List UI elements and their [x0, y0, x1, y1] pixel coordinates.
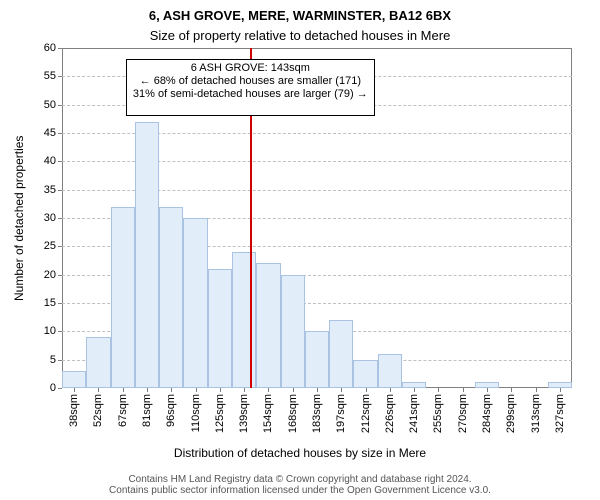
chart-subtitle: Size of property relative to detached ho… — [0, 28, 600, 43]
x-tick-label: 154sqm — [262, 394, 274, 433]
x-axis-label: Distribution of detached houses by size … — [0, 446, 600, 460]
chart-footer: Contains HM Land Registry data © Crown c… — [0, 474, 600, 496]
x-tick-label: 255sqm — [432, 394, 444, 433]
y-tick-label: 45 — [44, 127, 56, 139]
x-tick-label: 313sqm — [530, 394, 542, 433]
x-tick-label: 284sqm — [481, 394, 493, 433]
y-tick-label: 5 — [50, 354, 56, 366]
histogram-bar — [305, 331, 329, 388]
footer-line1: Contains HM Land Registry data © Crown c… — [0, 474, 600, 485]
y-tick-label: 25 — [44, 240, 56, 252]
x-tick-label: 168sqm — [287, 394, 299, 433]
x-tick-label: 52sqm — [92, 394, 104, 427]
x-tick-label: 241sqm — [408, 394, 420, 433]
histogram-bar — [111, 207, 135, 388]
x-tick-label: 96sqm — [165, 394, 177, 427]
histogram-bar — [183, 218, 207, 388]
y-tick-label: 10 — [44, 325, 56, 337]
histogram-bar — [256, 263, 280, 388]
annotation-line: ← 68% of detached houses are smaller (17… — [133, 75, 368, 88]
histogram-bar — [378, 354, 402, 388]
histogram-bar — [329, 320, 353, 388]
x-tick-label: 38sqm — [68, 394, 80, 427]
y-tick-label: 15 — [44, 297, 56, 309]
y-tick-label: 40 — [44, 155, 56, 167]
x-tick-label: 327sqm — [554, 394, 566, 433]
annotation-line: 31% of semi-detached houses are larger (… — [133, 88, 368, 101]
histogram-bar — [208, 269, 232, 388]
y-tick-label: 35 — [44, 184, 56, 196]
x-tick-label: 197sqm — [335, 394, 347, 433]
x-tick-label: 125sqm — [214, 394, 226, 433]
x-tick-label: 226sqm — [384, 394, 396, 433]
histogram-bar — [353, 360, 377, 388]
chart-plot-area: 05101520253035404550556038sqm52sqm67sqm8… — [62, 48, 572, 388]
y-tick-label: 55 — [44, 70, 56, 82]
x-tick-label: 270sqm — [457, 394, 469, 433]
histogram-bar — [135, 122, 159, 388]
y-tick-label: 0 — [50, 382, 56, 394]
histogram-bar — [86, 337, 110, 388]
annotation-box: 6 ASH GROVE: 143sqm← 68% of detached hou… — [126, 59, 375, 116]
x-tick-label: 183sqm — [311, 394, 323, 433]
chart-address-title: 6, ASH GROVE, MERE, WARMINSTER, BA12 6BX — [0, 8, 600, 23]
y-axis-label: Number of detached properties — [12, 135, 26, 300]
x-tick-label: 81sqm — [141, 394, 153, 427]
histogram-bar — [159, 207, 183, 388]
x-tick-label: 139sqm — [238, 394, 250, 433]
y-tick-label: 30 — [44, 212, 56, 224]
x-tick-label: 110sqm — [190, 394, 202, 432]
histogram-bar — [232, 252, 256, 388]
x-tick-label: 212sqm — [360, 394, 372, 433]
histogram-bar — [62, 371, 86, 388]
y-tick-label: 60 — [44, 42, 56, 54]
footer-line2: Contains public sector information licen… — [0, 485, 600, 496]
y-tick-label: 20 — [44, 269, 56, 281]
annotation-line: 6 ASH GROVE: 143sqm — [133, 62, 368, 75]
y-tick-label: 50 — [44, 99, 56, 111]
x-tick-label: 67sqm — [117, 394, 129, 427]
histogram-bar — [281, 275, 305, 388]
x-tick-label: 299sqm — [505, 394, 517, 433]
